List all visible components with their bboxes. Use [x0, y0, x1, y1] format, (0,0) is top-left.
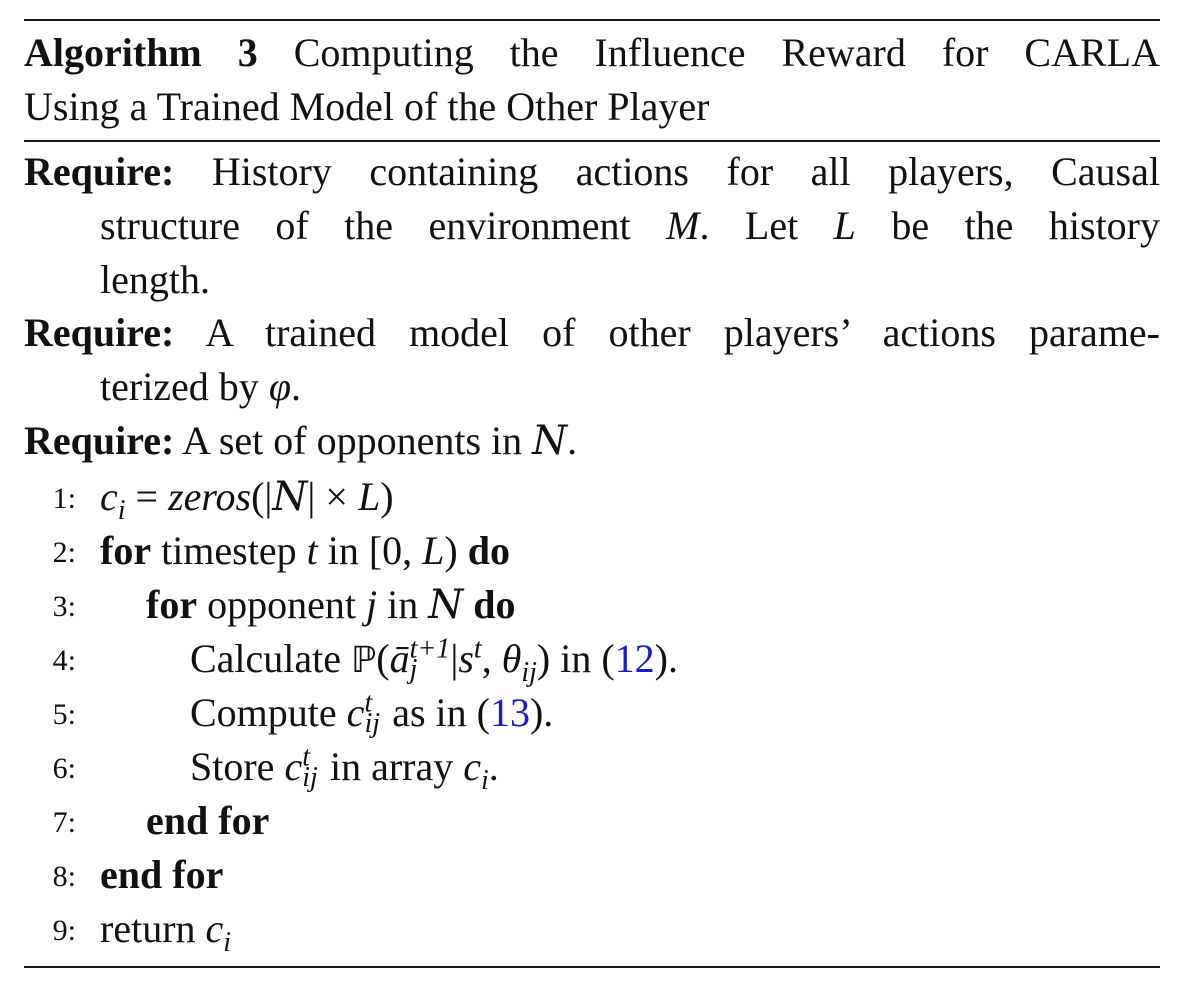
- step-4: 4: Calculate ℙ(āt+1 j |st, θij) in (12).: [24, 632, 1160, 686]
- require-keyword: Require:: [24, 310, 175, 355]
- step-5-body: Compute ct ij as in (13).: [190, 687, 554, 739]
- bottom-rule: [24, 966, 1160, 968]
- step-1: 1: ci = zeros(|N| × L): [24, 470, 1160, 526]
- step-6-body: Store ct ij in array ci.: [190, 741, 499, 796]
- algorithm-label: Algorithm 3: [24, 30, 258, 75]
- line-number: 2:: [52, 536, 76, 569]
- caption-title-line-1: Computing the Influence Reward for CARLA: [293, 30, 1160, 75]
- equation-ref-link[interactable]: 13: [489, 690, 530, 735]
- line-number: 6:: [52, 752, 76, 785]
- step-5: 5: Compute ct ij as in (13).: [24, 686, 1160, 740]
- line-number: 7:: [52, 806, 76, 839]
- math-calN: N: [532, 418, 568, 464]
- step-2-body: for timestep t in [0, L) do: [100, 528, 510, 573]
- line-number: 4:: [52, 644, 76, 677]
- equation-ref-link[interactable]: 12: [614, 636, 655, 681]
- step-7: 7: end for: [24, 794, 1160, 848]
- math-L: L: [833, 203, 856, 248]
- require-keyword: Require:: [24, 418, 175, 463]
- step-8-body: end for: [100, 852, 224, 897]
- line-number: 9:: [52, 914, 76, 947]
- probability-symbol: ℙ: [351, 640, 377, 681]
- step-2: 2: for timestep t in [0, L) do: [24, 524, 1160, 578]
- require-history-line-1: Require: History containing actions for …: [24, 149, 1160, 194]
- require-opponents: Require: A set of opponents in N.: [24, 414, 1160, 468]
- line-number: 5:: [52, 698, 76, 731]
- step-1-body: ci = zeros(|N| × L): [100, 474, 394, 526]
- caption-title-line-2: Using a Trained Model of the Other Playe…: [24, 84, 710, 129]
- step-9: 9: return ci: [24, 902, 1160, 958]
- require-history-line-2: structure of the environment M. Let L be…: [100, 203, 1160, 248]
- algorithm-caption: Algorithm 3 Computing the Influence Rewa…: [24, 26, 1160, 134]
- require-model-line-1: Require: A trained model of other player…: [24, 310, 1160, 355]
- step-6: 6: Store ct ij in array ci.: [24, 740, 1160, 794]
- require-model: Require: A trained model of other player…: [24, 306, 1160, 414]
- step-3-body: for opponent j in N do: [146, 582, 516, 628]
- math-M: M: [666, 203, 700, 248]
- step-9-body: return ci: [100, 906, 232, 958]
- line-number: 1:: [52, 482, 76, 515]
- require-keyword: Require:: [24, 149, 175, 194]
- step-4-body: Calculate ℙ(āt+1 j |st, θij) in (12).: [190, 633, 678, 688]
- line-number: 8:: [52, 860, 76, 893]
- step-7-body: end for: [146, 798, 270, 843]
- require-model-line-2: terized by φ.: [100, 364, 301, 409]
- step-3: 3: for opponent j in N do: [24, 578, 1160, 632]
- step-8: 8: end for: [24, 848, 1160, 902]
- require-opponents-line-1: Require: A set of opponents in N.: [24, 418, 578, 464]
- require-history-line-3: length.: [100, 257, 210, 302]
- line-number: 3:: [52, 590, 76, 623]
- top-rule: [24, 19, 1160, 21]
- math-phi: φ: [268, 364, 291, 409]
- require-history: Require: History containing actions for …: [24, 145, 1160, 307]
- caption-rule: [24, 140, 1160, 142]
- caption-line-1: Algorithm 3 Computing the Influence Rewa…: [24, 26, 1160, 80]
